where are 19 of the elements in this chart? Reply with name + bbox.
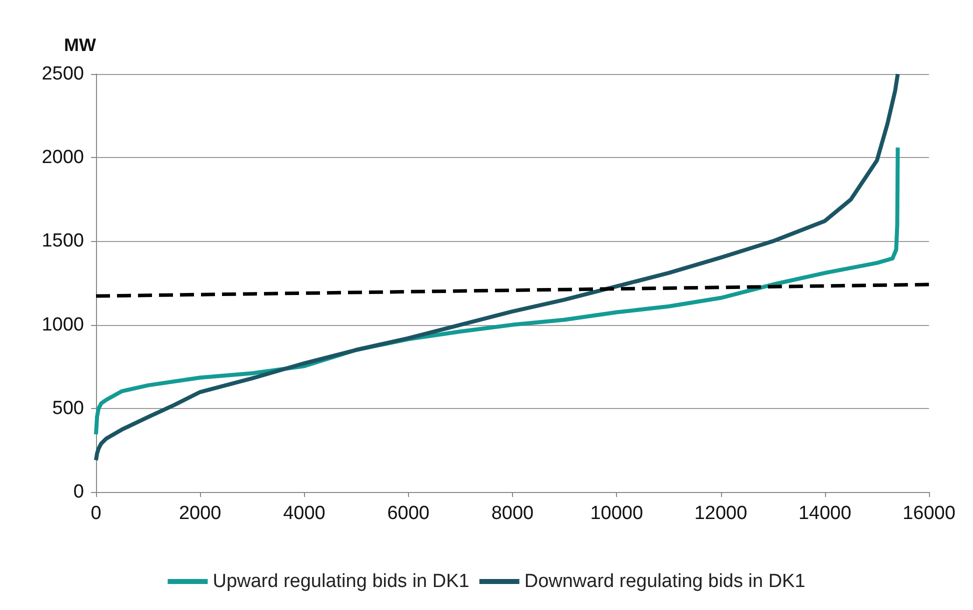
x-tick-label: 0 [90, 503, 102, 524]
y-tick-label: 1500 [42, 230, 84, 252]
x-tick-label: 16000 [902, 503, 956, 524]
y-tick-label: 500 [52, 398, 84, 419]
y-tick-label: 2000 [42, 147, 84, 168]
y-tick-label: 1000 [42, 314, 84, 336]
x-tick-label: 14000 [798, 503, 852, 524]
y-tick-label: 0 [73, 482, 84, 502]
x-tick-label: 4000 [283, 503, 326, 524]
line-series [94, 72, 900, 462]
x-tick-label: 10000 [590, 503, 644, 524]
y-axis-title: MW [64, 35, 96, 55]
x-tick-label: 12000 [694, 503, 748, 524]
x-tick-label: 6000 [387, 503, 430, 524]
legend-label: Upward regulating bids in DK1 [212, 571, 470, 592]
legend-label: Downward regulating bids in DK1 [524, 571, 806, 592]
y-tick-label: 2500 [42, 64, 84, 84]
x-tick-label: 2000 [178, 503, 222, 524]
x-tick-label: 8000 [491, 503, 534, 524]
